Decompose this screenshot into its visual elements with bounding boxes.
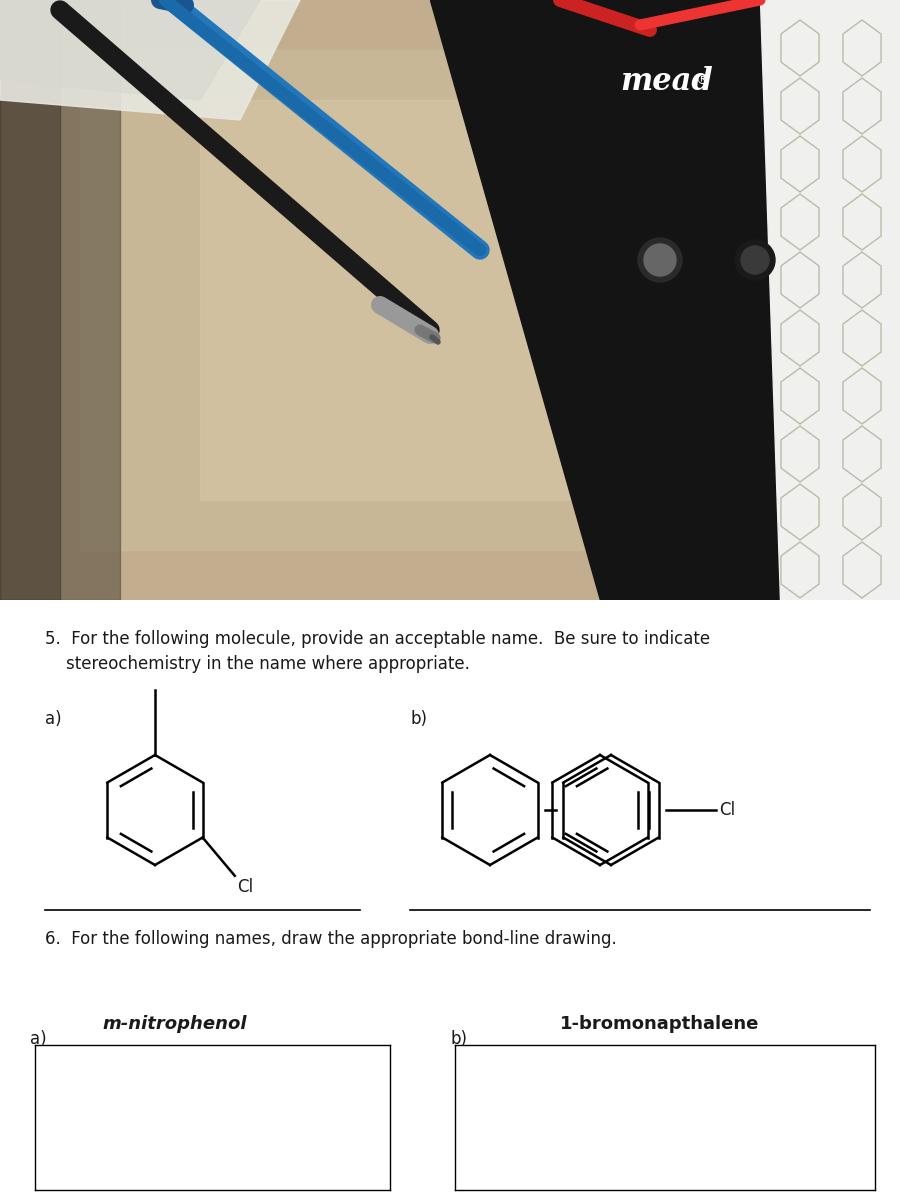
- Text: ®: ®: [695, 74, 709, 88]
- Text: 5.  For the following molecule, provide an acceptable name.  Be sure to indicate: 5. For the following molecule, provide a…: [45, 630, 710, 648]
- Text: a): a): [30, 1030, 47, 1048]
- Bar: [0, 0, 120, 600]
- Text: 6.  For the following names, draw the appropriate bond-line drawing.: 6. For the following names, draw the app…: [45, 930, 616, 948]
- Polygon shape: [781, 194, 819, 250]
- Circle shape: [638, 238, 682, 282]
- Text: 1-bromonapthalene: 1-bromonapthalene: [561, 1015, 760, 1033]
- Polygon shape: [0, 0, 300, 120]
- Polygon shape: [843, 426, 881, 482]
- Circle shape: [735, 240, 775, 280]
- Polygon shape: [843, 78, 881, 134]
- Polygon shape: [781, 426, 819, 482]
- Polygon shape: [843, 310, 881, 366]
- Polygon shape: [843, 194, 881, 250]
- Bar: [0, 0, 60, 600]
- Polygon shape: [843, 252, 881, 308]
- Text: a): a): [45, 710, 61, 728]
- Circle shape: [741, 246, 769, 274]
- Text: b): b): [450, 1030, 467, 1048]
- Polygon shape: [781, 252, 819, 308]
- Bar: [80, 50, 680, 550]
- Bar: [200, 100, 600, 500]
- Polygon shape: [781, 20, 819, 76]
- Text: b): b): [410, 710, 427, 728]
- Polygon shape: [843, 136, 881, 192]
- Polygon shape: [781, 78, 819, 134]
- Text: stereochemistry in the name where appropriate.: stereochemistry in the name where approp…: [45, 655, 470, 673]
- Polygon shape: [843, 484, 881, 540]
- Polygon shape: [781, 310, 819, 366]
- Polygon shape: [843, 20, 881, 76]
- Polygon shape: [430, 0, 900, 600]
- Polygon shape: [781, 136, 819, 192]
- Polygon shape: [0, 0, 260, 100]
- Polygon shape: [843, 368, 881, 424]
- Text: Cl: Cl: [719, 802, 735, 818]
- Text: Cl: Cl: [237, 878, 253, 896]
- Polygon shape: [843, 542, 881, 598]
- Polygon shape: [781, 542, 819, 598]
- Polygon shape: [781, 484, 819, 540]
- Polygon shape: [781, 368, 819, 424]
- Polygon shape: [760, 0, 900, 600]
- Text: mead: mead: [620, 66, 713, 97]
- Circle shape: [644, 244, 676, 276]
- Text: m-nitrophenol: m-nitrophenol: [103, 1015, 248, 1033]
